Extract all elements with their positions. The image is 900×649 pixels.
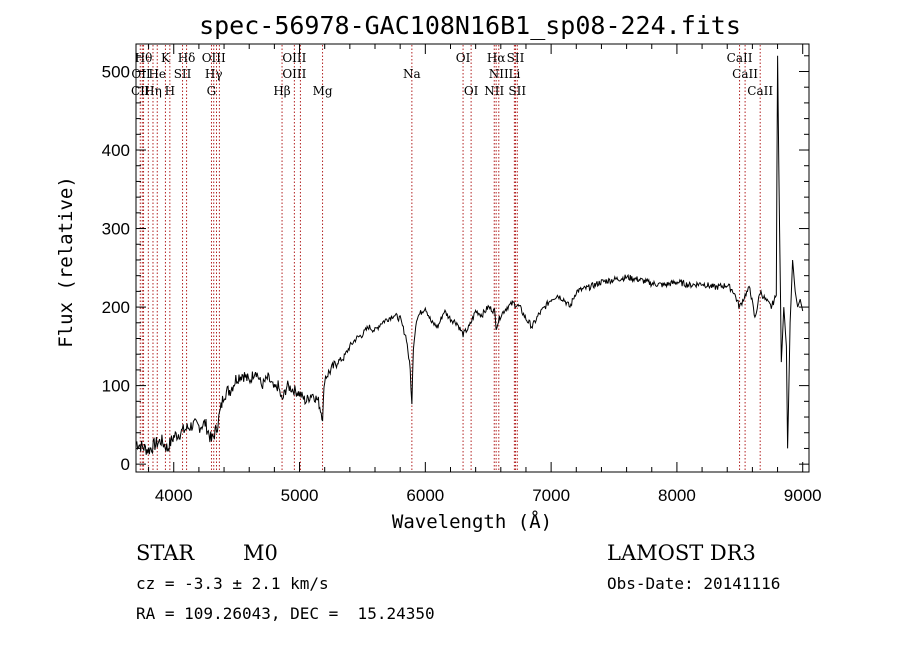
line-label-r0-2: Hδ: [178, 51, 196, 65]
line-label-r0-7: SII: [507, 51, 525, 65]
x-tick-label-4: 8000: [658, 486, 696, 505]
line-label-r1-2: SII: [174, 67, 192, 81]
line-label-r2-6: OI: [464, 84, 479, 98]
y-tick-label-0: 0: [121, 455, 130, 474]
line-label-r2-5: Mg: [313, 84, 333, 98]
line-label-r0-3: OIII: [202, 51, 226, 65]
line-label-r1-4: OIII: [282, 67, 306, 81]
line-label-r0-6: Hα: [487, 51, 506, 65]
line-label-r0-5: OI: [456, 51, 471, 65]
coordinates-readout: RA = 109.26043, DEC = 15.24350: [136, 604, 435, 623]
line-label-r1-3: Hγ: [205, 67, 223, 81]
plot-frame: [135, 43, 810, 473]
line-label-r2-7: NII: [484, 84, 504, 98]
y-axis-label: Flux (relative): [55, 176, 77, 348]
line-label-r1-7: Li: [508, 67, 520, 81]
line-label-r2-3: G: [207, 84, 217, 98]
survey-name: LAMOST DR3: [607, 541, 756, 565]
chart-title: spec-56978-GAC108N16B1_sp08-224.fits: [199, 11, 741, 40]
line-label-r2-9: CaII: [747, 84, 773, 98]
line-label-r0-1: K: [161, 51, 171, 65]
line-label-r1-1: He: [148, 67, 166, 81]
x-tick-label-1: 5000: [281, 486, 319, 505]
x-tick-label-3: 7000: [532, 486, 570, 505]
line-label-r2-8: SII: [508, 84, 526, 98]
object-class: STAR: [136, 541, 195, 565]
line-label-r0-4: OIII: [282, 51, 306, 65]
y-axis-ticks: 0 100 200 300 400 500: [102, 55, 809, 474]
y-tick-label-2: 200: [102, 298, 130, 317]
line-marks: [139, 45, 761, 471]
line-label-r1-5: Na: [403, 67, 421, 81]
y-tick-label-4: 400: [102, 141, 130, 160]
x-axis-ticks: 4000 5000 6000 7000 8000 9000: [148, 44, 822, 505]
line-label-r2-4: Hβ: [273, 84, 290, 98]
line-label-r0-8: CaII: [727, 51, 753, 65]
object-subclass: M0: [243, 541, 278, 565]
obs-date: Obs-Date: 20141116: [607, 574, 780, 593]
line-label-r2-2: H: [165, 84, 175, 98]
velocity-readout: cz = -3.3 ± 2.1 km/s: [136, 574, 329, 593]
x-tick-label-0: 4000: [155, 486, 193, 505]
x-tick-label-5: 9000: [784, 486, 822, 505]
x-tick-label-2: 6000: [406, 486, 444, 505]
line-label-r1-8: CaII: [732, 67, 758, 81]
y-tick-label-3: 300: [102, 220, 130, 239]
y-tick-label-5: 500: [102, 62, 130, 81]
line-label-r2-1: Hη: [144, 84, 162, 98]
x-axis-label: Wavelength (Å): [392, 510, 552, 533]
spectrum-line: [135, 55, 804, 455]
y-tick-label-1: 100: [102, 377, 130, 396]
line-label-r1-6: NII: [489, 67, 509, 81]
line-label-r0-0: Hθ: [135, 51, 153, 65]
